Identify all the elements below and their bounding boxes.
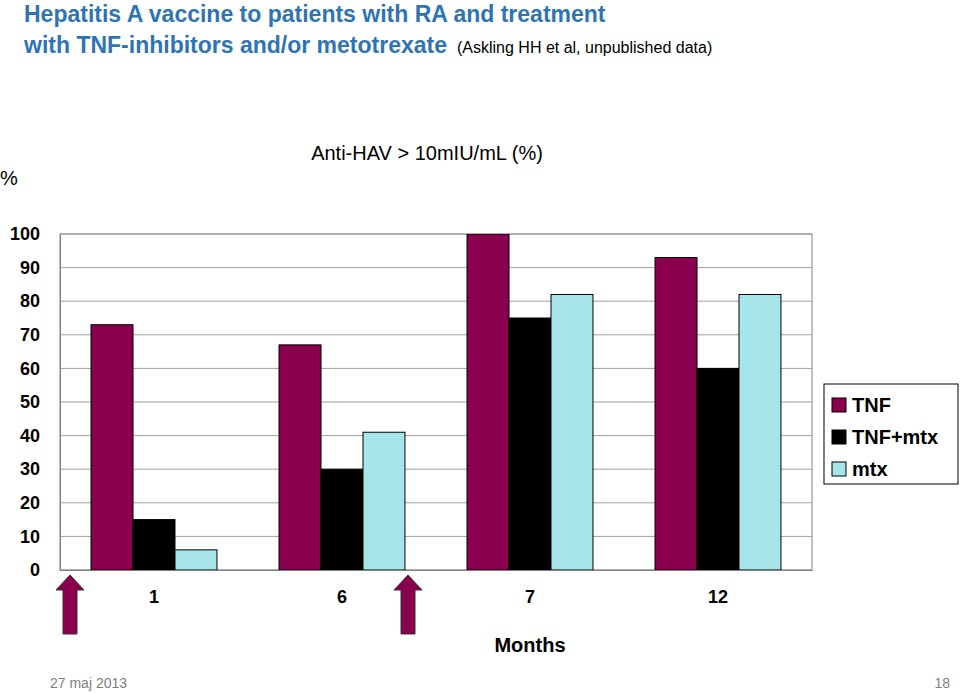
legend-label: TNF+mtx xyxy=(852,426,938,448)
tick: 1 xyxy=(149,570,159,607)
x-axis: 1 6 7 12 xyxy=(61,570,813,607)
legend-swatch xyxy=(832,462,846,476)
grid-line xyxy=(60,334,812,335)
tick-label: 30 xyxy=(20,459,40,479)
tick-label: 20 xyxy=(20,493,40,513)
arrow xyxy=(394,575,422,634)
tick-label: 1 xyxy=(149,587,159,607)
tick: 50 xyxy=(20,392,60,412)
tick-label: 90 xyxy=(20,258,40,278)
tick: 70 xyxy=(20,325,60,345)
bar xyxy=(697,368,739,570)
source: (Askling HH et al, unpublished data) xyxy=(457,39,712,56)
axis-line xyxy=(61,570,813,571)
tick-label: 70 xyxy=(20,325,40,345)
tick-label: 60 xyxy=(20,359,40,379)
grid-line xyxy=(60,301,812,302)
tick: 7 xyxy=(525,570,535,607)
tick-label: 50 xyxy=(20,392,40,412)
tick: 80 xyxy=(20,291,60,311)
slide-title: Hepatitis A vaccine to patients with RA … xyxy=(24,1,606,27)
legend: TNF TNF+mtx mtx xyxy=(824,384,958,484)
footer-date: 27 maj 2013 xyxy=(50,675,127,691)
bar xyxy=(551,294,593,570)
chart-title: Anti-HAV > 10mIU/mL (%) xyxy=(311,142,543,164)
slide: Hepatitis A vaccine to patients with RA … xyxy=(0,0,960,693)
plot-frame xyxy=(60,234,812,570)
legend-label: TNF xyxy=(852,394,891,416)
legend-label: mtx xyxy=(852,458,888,480)
tick-label: 100 xyxy=(10,224,40,244)
bars xyxy=(91,234,781,570)
tick: 100 xyxy=(10,224,60,244)
slide-title: with TNF-inhibitors and/or metotrexate(A… xyxy=(23,32,712,58)
bar xyxy=(363,432,405,570)
bar xyxy=(739,294,781,570)
bar xyxy=(175,550,217,570)
tick-label: 12 xyxy=(708,587,728,607)
tick: 10 xyxy=(20,527,60,547)
bar xyxy=(279,345,321,570)
grid-line xyxy=(60,234,812,235)
tick: 30 xyxy=(20,459,60,479)
tick: 6 xyxy=(337,570,347,607)
bar xyxy=(133,520,175,570)
bar xyxy=(467,234,509,570)
tick-label: 10 xyxy=(20,527,40,547)
tick: 20 xyxy=(20,493,60,513)
bar xyxy=(509,318,551,570)
legend-box xyxy=(824,384,958,484)
tick-label: 0 xyxy=(30,560,40,580)
tick: 0 xyxy=(30,560,60,580)
legend-swatch xyxy=(832,430,846,444)
bar xyxy=(91,325,133,570)
y-axis-title: % xyxy=(0,167,18,189)
grid xyxy=(60,234,812,570)
x-axis-title: Months xyxy=(494,634,565,656)
tick-label: 40 xyxy=(20,426,40,446)
legend-swatch xyxy=(832,398,846,412)
tick-label: 7 xyxy=(525,587,535,607)
bar xyxy=(655,258,697,570)
tick: 40 xyxy=(20,426,60,446)
axis-line xyxy=(60,235,61,571)
bar xyxy=(321,469,363,570)
arrow xyxy=(56,575,84,634)
tick: 12 xyxy=(708,570,728,607)
tick-label: 6 xyxy=(337,587,347,607)
tick: 90 xyxy=(20,258,60,278)
y-axis: 0 10 20 30 40 50 60 70 80 90 100 xyxy=(10,224,61,580)
page-number: 18 xyxy=(934,675,950,691)
tick: 60 xyxy=(20,359,60,379)
tick-label: 80 xyxy=(20,291,40,311)
grid-line xyxy=(60,267,812,268)
